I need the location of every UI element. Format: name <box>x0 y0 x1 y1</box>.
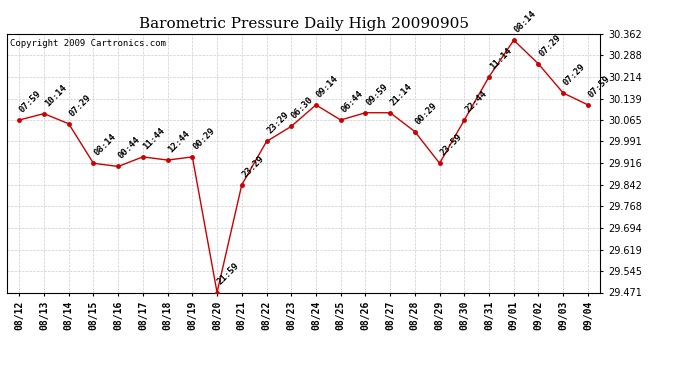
Text: 11:44: 11:44 <box>141 126 167 151</box>
Text: 23:29: 23:29 <box>241 154 266 179</box>
Text: 06:44: 06:44 <box>339 89 365 114</box>
Text: 08:14: 08:14 <box>513 9 538 34</box>
Title: Barometric Pressure Daily High 20090905: Barometric Pressure Daily High 20090905 <box>139 17 469 31</box>
Text: 21:59: 21:59 <box>216 261 241 287</box>
Text: 12:44: 12:44 <box>166 129 192 154</box>
Text: 07:59: 07:59 <box>586 74 612 99</box>
Text: 00:44: 00:44 <box>117 135 142 161</box>
Text: 06:30: 06:30 <box>290 95 315 121</box>
Text: 21:14: 21:14 <box>389 82 414 107</box>
Text: 08:14: 08:14 <box>92 132 117 158</box>
Text: Copyright 2009 Cartronics.com: Copyright 2009 Cartronics.com <box>10 39 166 48</box>
Text: 23:59: 23:59 <box>438 132 464 158</box>
Text: 07:59: 07:59 <box>18 89 43 114</box>
Text: 09:14: 09:14 <box>315 74 340 99</box>
Text: 07:29: 07:29 <box>68 93 93 118</box>
Text: 10:14: 10:14 <box>43 82 68 108</box>
Text: 07:29: 07:29 <box>562 62 587 87</box>
Text: 23:29: 23:29 <box>265 110 290 136</box>
Text: 07:29: 07:29 <box>538 33 562 58</box>
Text: 00:29: 00:29 <box>191 126 217 151</box>
Text: 11:14: 11:14 <box>488 46 513 71</box>
Text: 22:44: 22:44 <box>463 89 489 114</box>
Text: 09:59: 09:59 <box>364 82 390 107</box>
Text: 00:29: 00:29 <box>413 100 439 126</box>
